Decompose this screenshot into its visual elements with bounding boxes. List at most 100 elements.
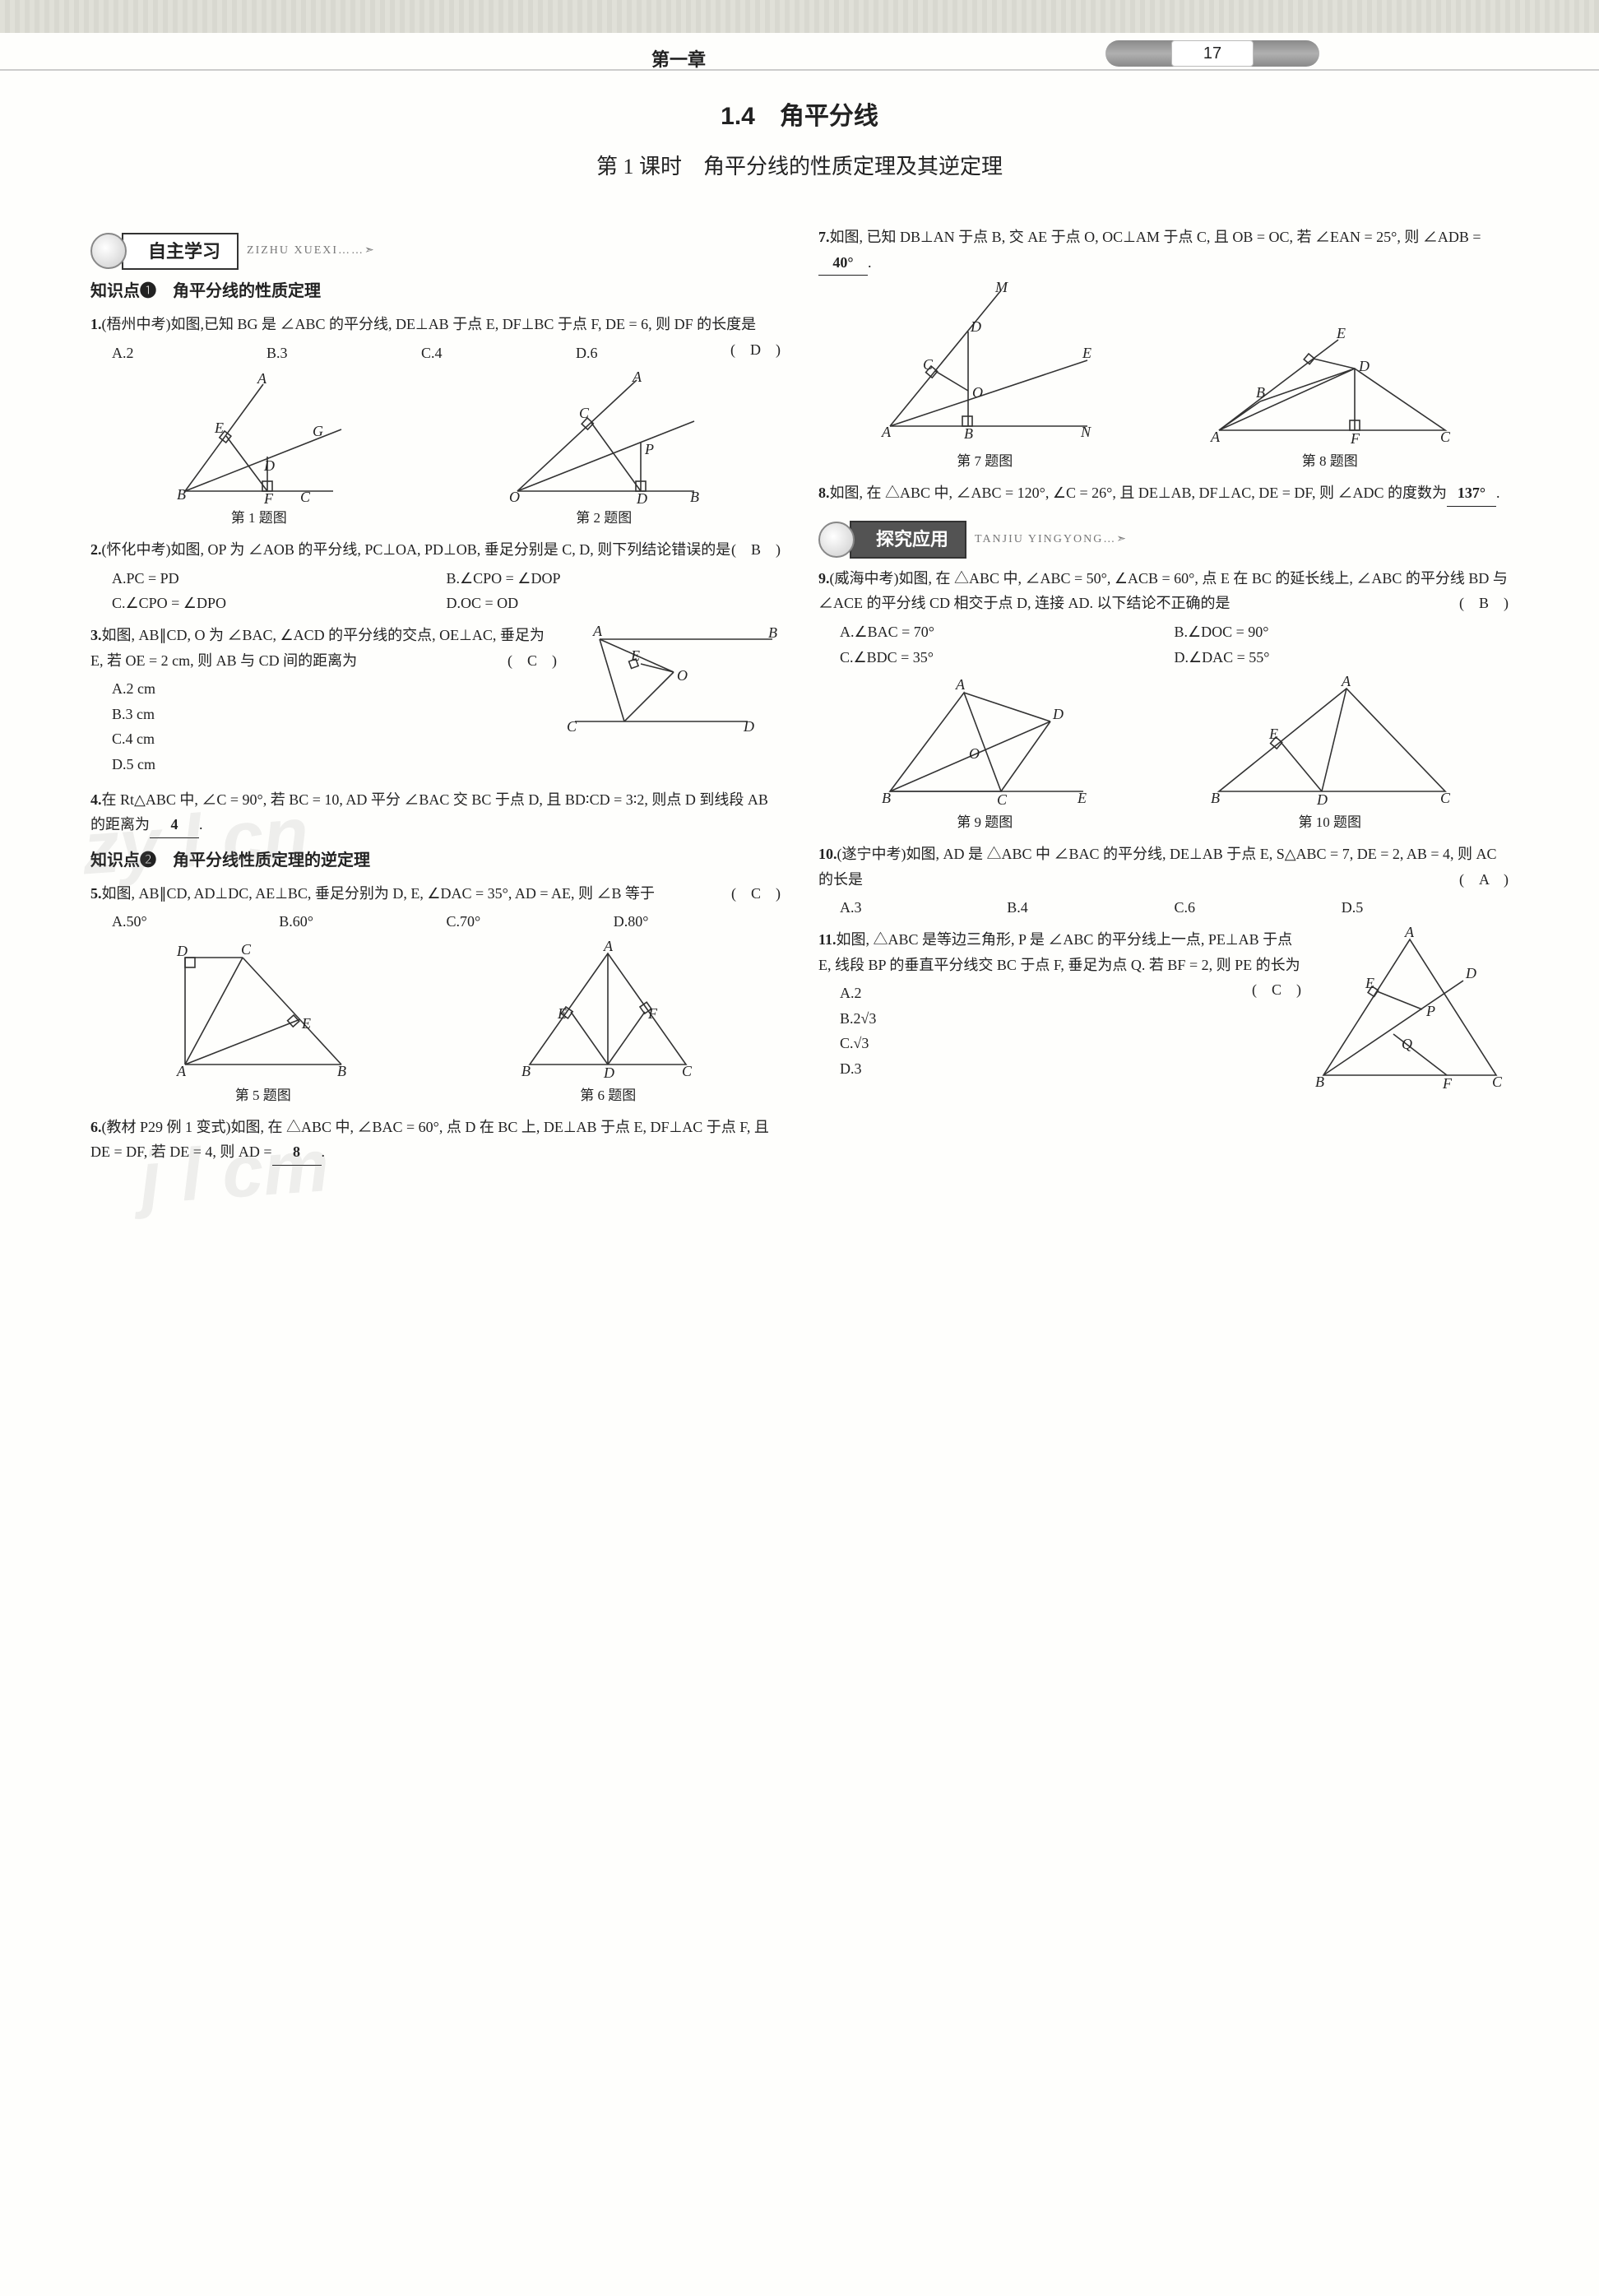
svg-text:O: O	[677, 667, 688, 684]
q3-answer: ( C )	[508, 648, 557, 674]
q5-opt-c: C.70°	[447, 909, 614, 935]
section-title: 1.4 角平分线	[90, 95, 1509, 137]
question-7: 7.如图, 已知 DB⊥AN 于点 B, 交 AE 于点 O, OC⊥AM 于点…	[818, 225, 1509, 276]
figure-q8: A B C D E F 第 8 题图	[1207, 323, 1453, 474]
svg-text:E: E	[1082, 345, 1091, 361]
svg-text:C: C	[567, 718, 577, 735]
q7-blank: 40°	[818, 250, 868, 276]
svg-text:B: B	[1256, 384, 1265, 401]
q9-text: 如图, 在 △ABC 中, ∠ABC = 50°, ∠ACB = 60°, 点 …	[818, 570, 1508, 612]
svg-text:C: C	[997, 791, 1008, 808]
figure-q5: D C A B E 第 5 题图	[169, 941, 358, 1108]
ribbon-tanjiu: 探究应用 TANJIU YINGYONG…➣	[818, 523, 1509, 556]
q5-answer: ( C )	[731, 881, 781, 907]
q10-text: 如图, AD 是 △ABC 中 ∠BAC 的平分线, DE⊥AB 于点 E, S…	[818, 846, 1497, 888]
q8-blank: 137°	[1447, 480, 1496, 507]
q2-options: A.PC = PD B.∠CPO = ∠DOP C.∠CPO = ∠DPO D.…	[112, 566, 781, 616]
q5-num: 5.	[90, 885, 102, 902]
svg-text:B: B	[882, 790, 891, 806]
svg-text:Q: Q	[1402, 1036, 1412, 1052]
q3-options: A.2 cm B.3 cm C.4 cm D.5 cm	[112, 676, 557, 777]
q9-answer: ( B )	[1459, 591, 1509, 616]
q4-blank: 4	[150, 812, 199, 838]
q11-opt-b: B.2√3	[840, 1006, 1252, 1032]
pencil-icon	[90, 233, 127, 269]
section-number: 1.4	[721, 103, 755, 130]
q1-options: A.2 B.3 C.4 D.6	[112, 341, 730, 366]
svg-text:M: M	[994, 282, 1008, 295]
svg-text:E: E	[630, 647, 640, 664]
svg-text:A: A	[881, 424, 892, 440]
q1-opt-a: A.2	[112, 341, 266, 366]
svg-text:C: C	[923, 356, 934, 373]
q11-opt-a: A.2	[840, 981, 1252, 1006]
knowledge-point-1: 知识点❶ 角平分线的性质定理	[90, 277, 781, 305]
q11-num: 11.	[818, 931, 837, 948]
q2-opt-a: A.PC = PD	[112, 566, 447, 591]
q11-text: 如图, △ABC 是等边三角形, P 是 ∠ABC 的平分线上一点, PE⊥AB…	[818, 931, 1300, 973]
q5-opt-a: A.50°	[112, 909, 279, 935]
figure-q6: A B C D E F 第 6 题图	[513, 941, 702, 1108]
svg-text:D: D	[1465, 965, 1476, 981]
figure-q2-caption: 第 2 题图	[505, 507, 702, 531]
svg-text:A: A	[1404, 927, 1415, 940]
svg-text:D: D	[263, 457, 275, 474]
svg-text:D: D	[743, 718, 754, 735]
chapter-header-bar: 第一章 17	[0, 38, 1599, 71]
svg-text:E: E	[214, 420, 224, 436]
svg-text:B: B	[964, 425, 973, 442]
figure-q3: A B C D E O	[567, 623, 781, 746]
question-4: zy l cn 4.在 Rt△ABC 中, ∠C = 90°, 若 BC = 1…	[90, 787, 781, 838]
section-name: 角平分线	[780, 103, 878, 130]
svg-text:F: F	[1350, 430, 1360, 447]
svg-text:D: D	[1358, 358, 1370, 374]
svg-text:O: O	[969, 745, 980, 762]
q5-opt-b: B.60°	[279, 909, 446, 935]
q8-text: 如图, 在 △ABC 中, ∠ABC = 120°, ∠C = 26°, 且 D…	[830, 485, 1447, 501]
q9-opt-a: A.∠BAC = 70°	[840, 619, 1175, 645]
question-9: 9.(威海中考)如图, 在 △ABC 中, ∠ABC = 50°, ∠ACB =…	[818, 566, 1509, 670]
svg-text:F: F	[263, 490, 274, 503]
svg-text:B: B	[337, 1063, 346, 1079]
q2-opt-b: B.∠CPO = ∠DOP	[447, 566, 781, 591]
q5-options: A.50° B.60° C.70° D.80°	[112, 909, 781, 935]
figure-q7-caption: 第 7 题图	[874, 450, 1096, 474]
svg-text:G: G	[313, 423, 323, 439]
chapter-label: 第一章	[651, 44, 706, 75]
q1-answer: ( D )	[730, 337, 781, 363]
svg-text:C: C	[1492, 1074, 1503, 1090]
q8-num: 8.	[818, 485, 830, 501]
svg-text:D: D	[1052, 706, 1064, 722]
svg-text:E: E	[1365, 975, 1374, 991]
question-3: A B C D E O 3.如图, AB∥CD, O 为 ∠BAC, ∠ACD …	[90, 623, 781, 781]
svg-text:A: A	[257, 372, 267, 387]
ribbon-zixue-tail: ZIZHU XUEXI……➣	[247, 241, 376, 261]
q2-opt-c: C.∠CPO = ∠DPO	[112, 591, 447, 616]
figure-q5-caption: 第 5 题图	[169, 1084, 358, 1108]
svg-text:C: C	[579, 405, 590, 421]
figure-q10-caption: 第 10 题图	[1207, 811, 1453, 835]
svg-text:E: E	[301, 1015, 311, 1032]
q3-text: 如图, AB∥CD, O 为 ∠BAC, ∠ACD 的平分线的交点, OE⊥AC…	[90, 627, 545, 669]
figure-q1-caption: 第 1 题图	[169, 507, 350, 531]
q9-opt-d: D.∠DAC = 55°	[1175, 645, 1509, 670]
q1-opt-c: C.4	[421, 341, 576, 366]
right-column: 7.如图, 已知 DB⊥AN 于点 B, 交 AE 于点 O, OC⊥AM 于点…	[818, 218, 1509, 1171]
svg-text:B: B	[177, 486, 186, 503]
svg-text:A: A	[176, 1063, 187, 1079]
question-8: 8.如图, 在 △ABC 中, ∠ABC = 120°, ∠C = 26°, 且…	[818, 480, 1509, 507]
question-10: 10.(遂宁中考)如图, AD 是 △ABC 中 ∠BAC 的平分线, DE⊥A…	[818, 842, 1509, 921]
svg-text:E: E	[557, 1005, 567, 1022]
q7-num: 7.	[818, 229, 830, 245]
svg-text:F: F	[647, 1005, 658, 1022]
question-5: 5.如图, AB∥CD, AD⊥DC, AE⊥BC, 垂足分别为 D, E, ∠…	[90, 881, 781, 935]
q3-opt-b: B.3 cm	[112, 702, 557, 727]
figure-q11: A B C D E F P Q	[1311, 927, 1509, 1100]
q9-num: 9.	[818, 570, 830, 587]
q5-text: 如图, AB∥CD, AD⊥DC, AE⊥BC, 垂足分别为 D, E, ∠DA…	[102, 885, 656, 902]
q9-src: (威海中考)	[830, 570, 899, 587]
q3-opt-d: D.5 cm	[112, 752, 557, 777]
svg-text:B: B	[768, 624, 777, 641]
svg-text:B: B	[690, 489, 699, 503]
svg-text:P: P	[644, 441, 654, 457]
